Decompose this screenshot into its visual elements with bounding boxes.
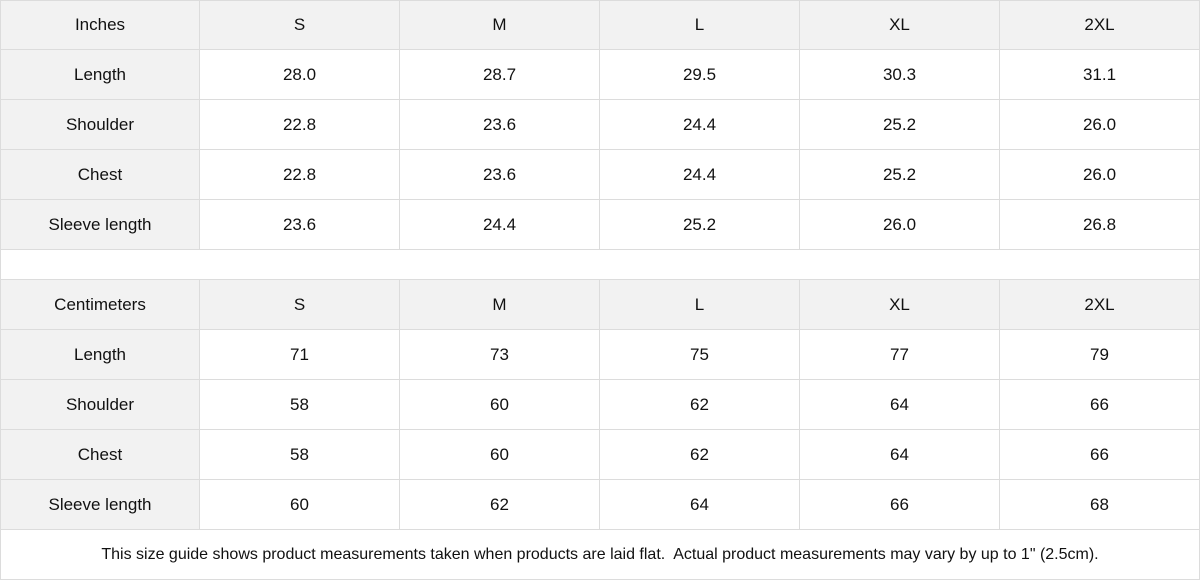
inches-table: Inches S M L XL 2XL Length 28.0 28.7 29.5 30.3 31.1… — [0, 0, 1200, 250]
measurement-cell: 60 — [400, 380, 600, 430]
row-label: Sleeve length — [0, 200, 200, 250]
measurement-cell: 25.2 — [800, 150, 1000, 200]
measurement-cell: 23.6 — [200, 200, 400, 250]
measurement-cell: 62 — [600, 380, 800, 430]
row-label: Shoulder — [0, 380, 200, 430]
measurement-cell: 79 — [1000, 330, 1200, 380]
measurement-cell: 25.2 — [600, 200, 800, 250]
size-header: 2XL — [1000, 0, 1200, 50]
measurement-cell: 64 — [800, 430, 1000, 480]
measurement-cell: 26.0 — [1000, 100, 1200, 150]
centimeters-table: Centimeters S M L XL 2XL Length 71 73 75 77 79 Shoul… — [0, 280, 1200, 530]
measurement-cell: 24.4 — [400, 200, 600, 250]
measurement-cell: 58 — [200, 430, 400, 480]
measurement-cell: 73 — [400, 330, 600, 380]
measurement-cell: 25.2 — [800, 100, 1000, 150]
measurement-cell: 77 — [800, 330, 1000, 380]
size-guide-note: This size guide shows product measuremen… — [0, 530, 1200, 580]
measurement-cell: 62 — [600, 430, 800, 480]
size-header: XL — [800, 0, 1000, 50]
measurement-cell: 23.6 — [400, 100, 600, 150]
measurement-cell: 60 — [200, 480, 400, 530]
row-label: Sleeve length — [0, 480, 200, 530]
measurement-cell: 28.0 — [200, 50, 400, 100]
measurement-cell: 75 — [600, 330, 800, 380]
size-header: L — [600, 0, 800, 50]
measurement-cell: 24.4 — [600, 150, 800, 200]
measurement-cell: 22.8 — [200, 100, 400, 150]
size-header: XL — [800, 280, 1000, 330]
row-label: Length — [0, 330, 200, 380]
measurement-cell: 31.1 — [1000, 50, 1200, 100]
size-header: 2XL — [1000, 280, 1200, 330]
measurement-cell: 66 — [1000, 380, 1200, 430]
measurement-cell: 26.0 — [1000, 150, 1200, 200]
size-header: S — [200, 280, 400, 330]
size-header: M — [400, 0, 600, 50]
measurement-cell: 29.5 — [600, 50, 800, 100]
row-label: Shoulder — [0, 100, 200, 150]
row-label: Length — [0, 50, 200, 100]
row-label: Chest — [0, 430, 200, 480]
row-label: Chest — [0, 150, 200, 200]
measurement-cell: 71 — [200, 330, 400, 380]
table-spacer — [0, 250, 1200, 280]
measurement-cell: 30.3 — [800, 50, 1000, 100]
size-header: S — [200, 0, 400, 50]
measurement-cell: 66 — [800, 480, 1000, 530]
size-header: M — [400, 280, 600, 330]
measurement-cell: 22.8 — [200, 150, 400, 200]
measurement-cell: 23.6 — [400, 150, 600, 200]
unit-header: Centimeters — [0, 280, 200, 330]
measurement-cell: 64 — [800, 380, 1000, 430]
measurement-cell: 64 — [600, 480, 800, 530]
measurement-cell: 66 — [1000, 430, 1200, 480]
size-header: L — [600, 280, 800, 330]
measurement-cell: 26.8 — [1000, 200, 1200, 250]
unit-header: Inches — [0, 0, 200, 50]
measurement-cell: 58 — [200, 380, 400, 430]
measurement-cell: 24.4 — [600, 100, 800, 150]
measurement-cell: 28.7 — [400, 50, 600, 100]
measurement-cell: 26.0 — [800, 200, 1000, 250]
measurement-cell: 62 — [400, 480, 600, 530]
measurement-cell: 60 — [400, 430, 600, 480]
measurement-cell: 68 — [1000, 480, 1200, 530]
